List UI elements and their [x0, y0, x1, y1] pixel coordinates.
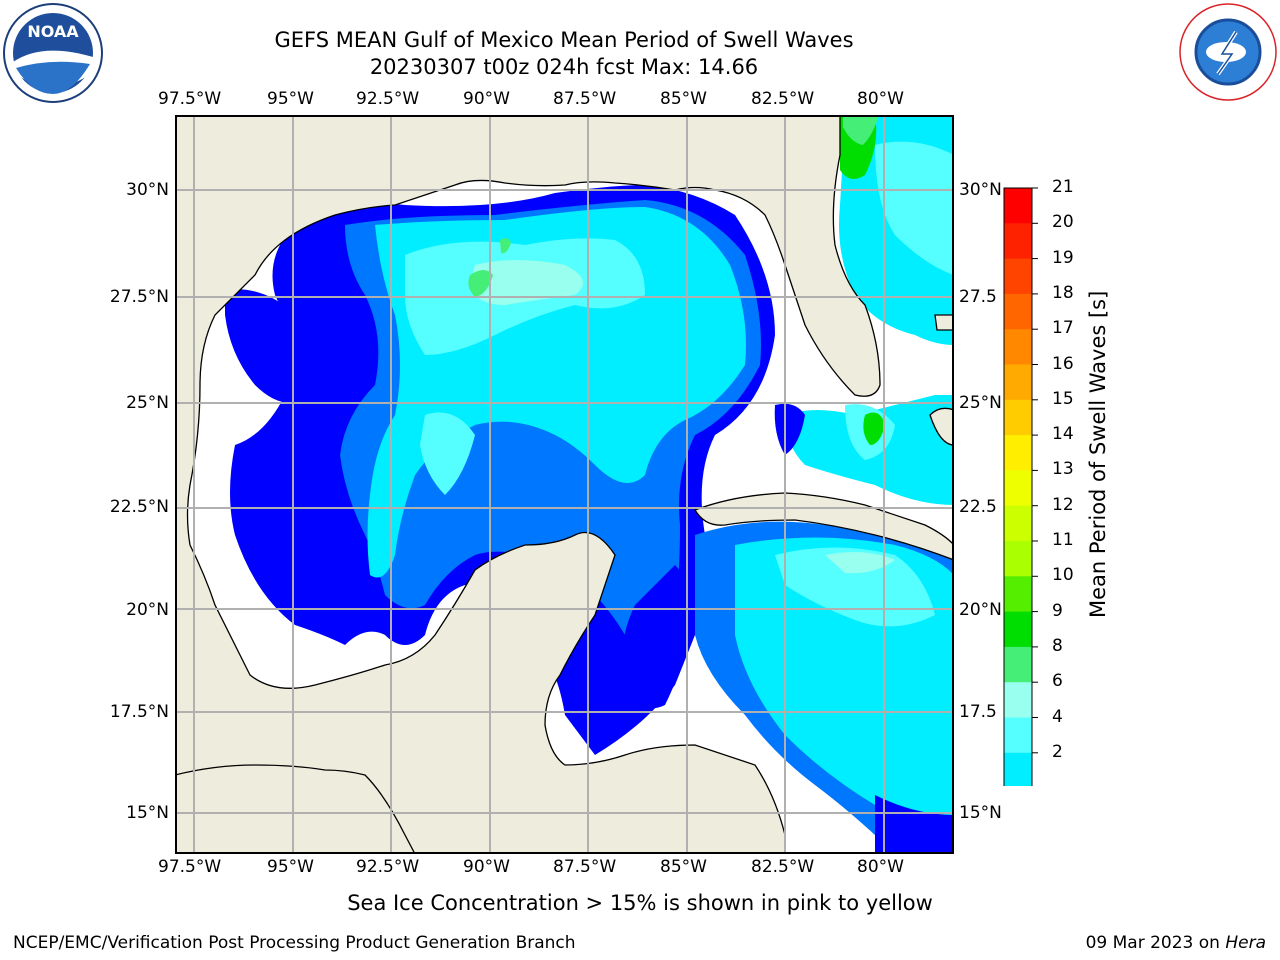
colorbar-tick-label: 14 — [1052, 424, 1074, 445]
colorbar-title: Mean Period of Swell Waves [s] — [1086, 290, 1110, 618]
colorbar-tick-label: 17 — [1052, 318, 1074, 339]
colorbar-tick-label: 13 — [1052, 459, 1074, 480]
swell-field — [175, 115, 954, 854]
colorbar-tick-label: 2 — [1052, 741, 1063, 762]
colorbar-band — [1004, 611, 1032, 648]
lon-label: 95°W — [267, 857, 314, 877]
colorbar — [1003, 187, 1038, 786]
lon-label: 92.5°W — [356, 89, 420, 109]
lat-label: 25°N — [959, 393, 1002, 413]
colorbar-band — [1004, 188, 1032, 224]
map-frame — [175, 115, 954, 854]
lat-label: 17.5°N — [109, 702, 169, 722]
lat-label: 30°N — [959, 180, 1002, 200]
colorbar-tick-label: 4 — [1052, 706, 1063, 727]
lat-label: 27.5°N — [109, 287, 169, 307]
colorbar-band — [1004, 470, 1032, 507]
lon-label: 85°W — [660, 857, 707, 877]
lon-label: 87.5°W — [553, 857, 617, 877]
svg-text:NOAA: NOAA — [27, 22, 79, 41]
colorbar-band — [1004, 223, 1032, 260]
colorbar-tick-label: 19 — [1052, 247, 1074, 268]
lat-label: 30°N — [126, 180, 169, 200]
lat-label: 25°N — [126, 393, 169, 413]
colorbar-tick-label: 12 — [1052, 494, 1074, 515]
colorbar-band — [1004, 541, 1032, 577]
colorbar-band — [1004, 752, 1032, 786]
footer-date-text: 09 Mar 2023 on — [1085, 933, 1220, 953]
lon-label: 90°W — [463, 857, 510, 877]
colorbar-tick-label: 18 — [1052, 282, 1074, 303]
colorbar-band — [1004, 435, 1032, 471]
lat-label: 22.5 — [959, 497, 997, 517]
lat-label: 20°N — [959, 600, 1002, 620]
colorbar-tick-label: 20 — [1052, 212, 1074, 233]
footer-credit: NCEP/EMC/Verification Post Processing Pr… — [13, 933, 576, 953]
map-panel — [175, 115, 954, 854]
colorbar-band — [1004, 646, 1032, 683]
lon-label: 80°W — [857, 89, 904, 109]
colorbar-tick-label: 21 — [1052, 177, 1074, 197]
colorbar-band — [1004, 576, 1032, 613]
colorbar-tick-label: 16 — [1052, 353, 1074, 374]
lon-label: 95°W — [267, 89, 314, 109]
colorbar-band — [1004, 505, 1032, 542]
sea-ice-note: Sea Ice Concentration > 15% is shown in … — [347, 891, 933, 915]
colorbar-tick-label: 11 — [1052, 530, 1074, 550]
colorbar-band — [1004, 717, 1032, 754]
lon-label: 87.5°W — [553, 89, 617, 109]
lon-label: 82.5°W — [751, 89, 815, 109]
lon-label: 82.5°W — [751, 857, 815, 877]
lon-label: 97.5°W — [158, 89, 222, 109]
colorbar-tick-label: 8 — [1052, 635, 1063, 656]
colorbar-tick-label: 6 — [1052, 671, 1063, 692]
lat-label: 15°N — [959, 803, 1002, 823]
colorbar-band — [1004, 293, 1032, 330]
colorbar-band — [1004, 682, 1032, 718]
lat-label: 27.5 — [959, 287, 997, 307]
lat-label: 22.5°N — [109, 497, 169, 517]
colorbar-band — [1004, 364, 1032, 401]
lon-label: 85°W — [660, 89, 707, 109]
graticule — [175, 115, 954, 854]
colorbar-tick-label: 15 — [1052, 388, 1074, 409]
chart-subtitle: 20230307 t00z 024h fcst Max: 14.66 — [369, 55, 759, 79]
chart-title: GEFS MEAN Gulf of Mexico Mean Period of … — [274, 28, 854, 52]
footer-date: 09 Mar 2023 on Hera — [1086, 933, 1266, 953]
lon-label: 90°W — [463, 89, 510, 109]
noaa-logo: NOAA — [2, 2, 104, 104]
colorbar-band — [1004, 399, 1032, 436]
colorbar-band — [1004, 258, 1032, 295]
lon-label: 80°W — [857, 857, 904, 877]
colorbar-tick-label: 10 — [1052, 565, 1074, 586]
colorbar-band — [1004, 329, 1032, 365]
lat-label: 20°N — [126, 600, 169, 620]
lon-label: 92.5°W — [356, 857, 420, 877]
footer-machine: Hera — [1225, 933, 1266, 953]
lon-label: 97.5°W — [158, 857, 222, 877]
lat-label: 17.5 — [959, 702, 997, 722]
colorbar-tick-label: 9 — [1052, 600, 1063, 621]
nws-logo — [1178, 2, 1278, 102]
lat-label: 15°N — [126, 803, 169, 823]
